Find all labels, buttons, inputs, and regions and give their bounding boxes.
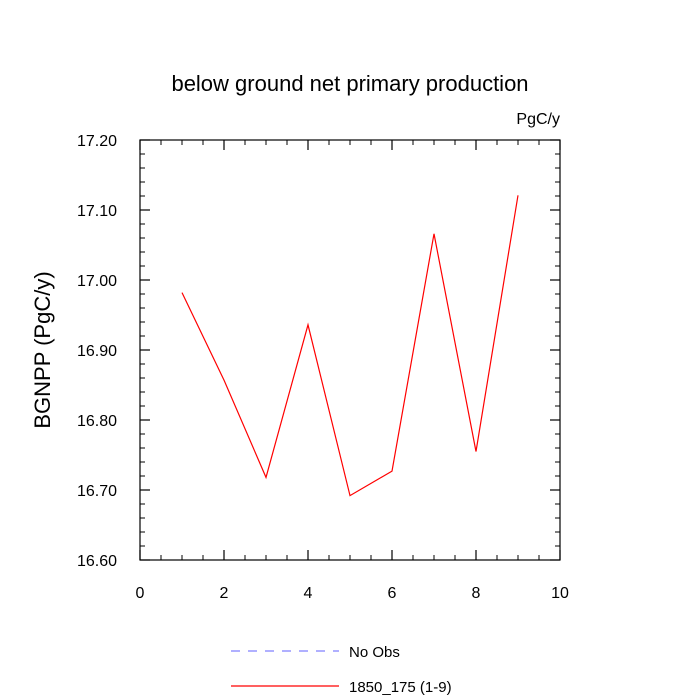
series-line <box>181 195 519 497</box>
legend-label: No Obs <box>349 644 400 661</box>
axis-ticks <box>139 139 561 561</box>
axis-tick-labels: 0 2 4 6 8 10 16.60 16.70 16.80 16.90 17.00 17.10 17.… <box>77 133 569 602</box>
x-tick-label: 10 <box>551 585 569 602</box>
units-label: PgC/y <box>516 111 560 128</box>
x-tick-label: 4 <box>304 585 313 602</box>
x-tick-label: 2 <box>220 585 229 602</box>
y-axis-label: BGNPP (PgC/y) <box>30 271 55 428</box>
chart-title: below ground net primary production <box>171 71 528 96</box>
y-tick-label: 17.20 <box>77 133 117 150</box>
legend: No Obs 1850_175 (1-9) <box>231 644 452 696</box>
y-tick-label: 16.70 <box>77 483 117 500</box>
series-layer <box>181 195 519 497</box>
y-tick-label: 16.90 <box>77 343 117 360</box>
y-tick-label: 16.80 <box>77 413 117 430</box>
x-tick-label: 6 <box>388 585 397 602</box>
x-tick-label: 0 <box>136 585 145 602</box>
x-tick-label: 8 <box>472 585 481 602</box>
y-tick-label: 16.60 <box>77 553 117 570</box>
legend-label: 1850_175 (1-9) <box>349 679 452 696</box>
y-tick-label: 17.10 <box>77 203 117 220</box>
y-tick-label: 17.00 <box>77 273 117 290</box>
plot-frame <box>139 139 561 561</box>
